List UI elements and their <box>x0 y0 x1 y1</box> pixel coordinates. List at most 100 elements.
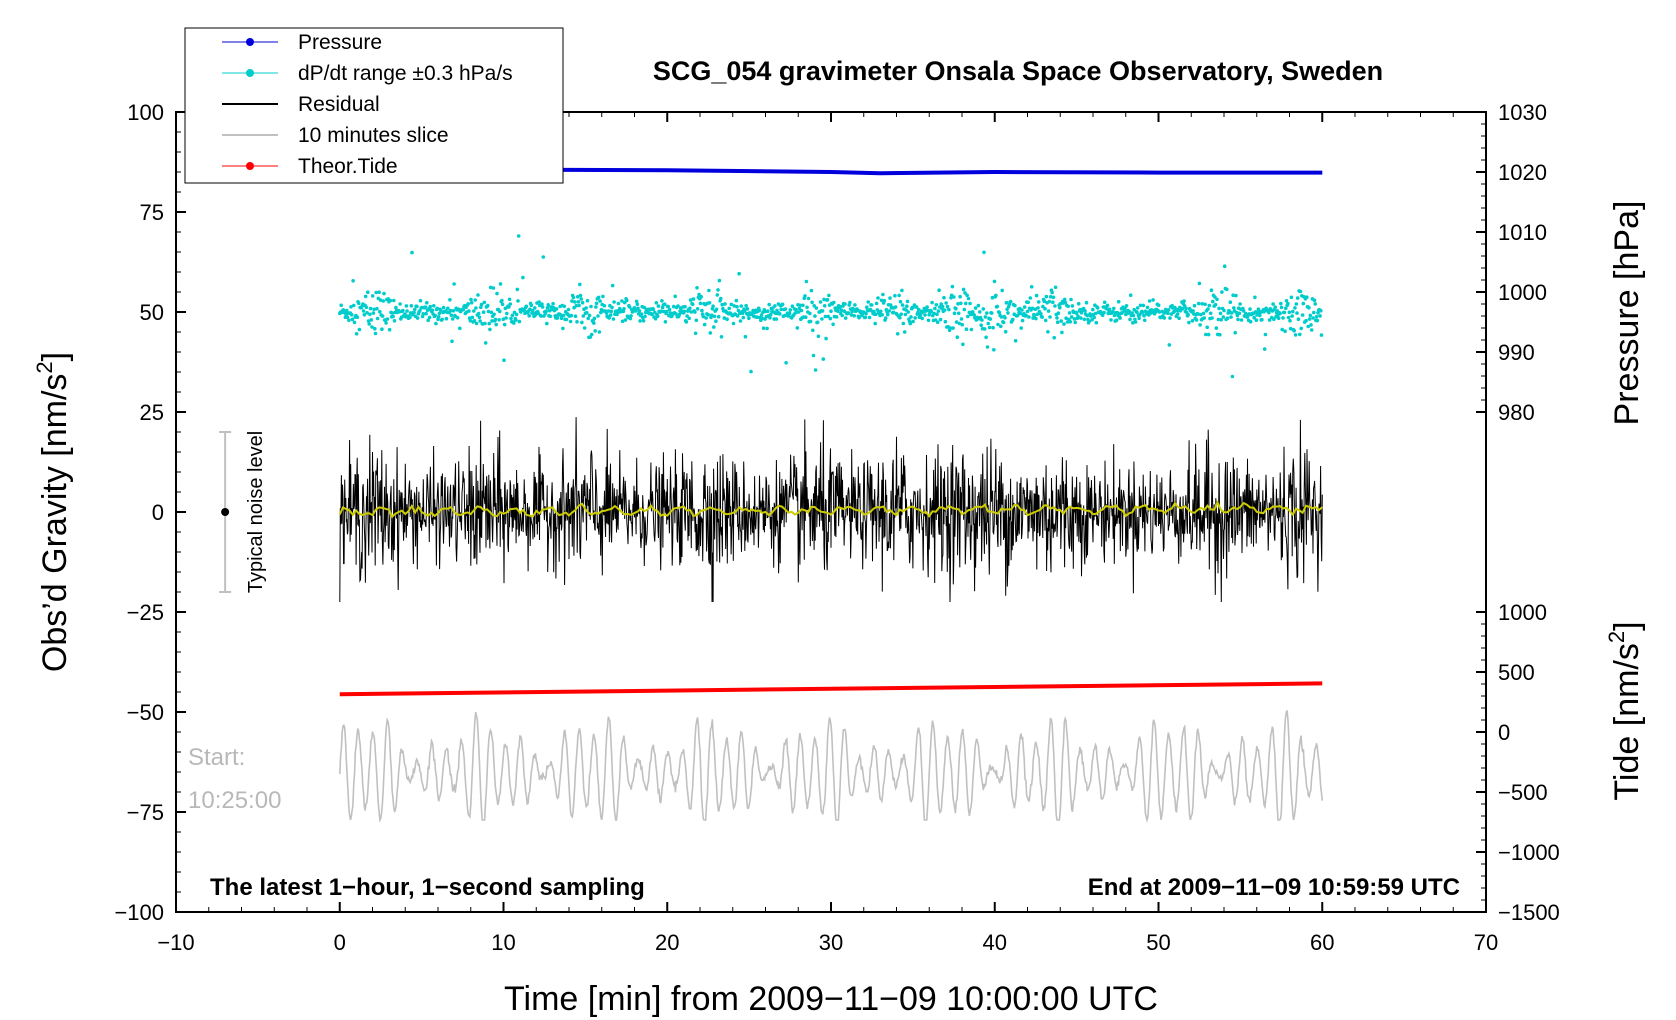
legend-box <box>184 27 564 184</box>
dpdt-dot <box>709 313 714 318</box>
dpdt-dot <box>579 297 583 301</box>
dpdt-dot <box>366 290 370 295</box>
dpdt-dot <box>380 314 385 318</box>
dpdt-dot <box>1278 311 1282 316</box>
dpdt-dot <box>467 309 471 313</box>
tide-tick-label: 0 <box>1498 720 1510 745</box>
pressure-tick-label: 1030 <box>1498 100 1547 125</box>
dpdt-dot <box>537 300 541 304</box>
dpdt-dot <box>958 294 962 299</box>
dpdt-dot <box>704 316 708 320</box>
dpdt-dot <box>1004 300 1009 305</box>
theor-tide-series <box>339 681 1323 697</box>
dpdt-dot <box>592 316 597 321</box>
ten-minute-slice-series <box>339 710 1324 824</box>
dpdt-dot <box>827 293 831 298</box>
dpdt-dot <box>486 309 491 314</box>
dpdt-dot <box>955 335 960 340</box>
dpdt-dot <box>1079 316 1083 320</box>
y-tick-label: 0 <box>152 500 164 525</box>
dpdt-dot <box>1288 326 1293 331</box>
dpdt-dot <box>1319 333 1324 337</box>
dpdt-dot <box>867 315 872 320</box>
dpdt-dot <box>489 310 494 315</box>
dpdt-dot <box>1221 315 1226 319</box>
dpdt-dot <box>749 369 753 374</box>
dpdt-dot <box>629 314 633 318</box>
dpdt-dot <box>562 304 567 309</box>
dpdt-dot <box>1208 311 1213 316</box>
dpdt-dot <box>711 304 715 309</box>
legend-label: 10 minutes slice <box>298 124 449 147</box>
dpdt-dot <box>1001 320 1006 325</box>
dpdt-dot <box>1241 309 1246 313</box>
dpdt-dot <box>1062 322 1066 326</box>
dpdt-dot <box>683 304 687 309</box>
dpdt-dot <box>952 311 957 316</box>
dpdt-dot <box>707 288 711 293</box>
dpdt-dot <box>498 282 503 286</box>
dpdt-dot <box>903 312 908 317</box>
dpdt-dot <box>1111 310 1115 314</box>
typical-noise-bar <box>219 431 232 593</box>
dpdt-dot <box>932 311 936 316</box>
dpdt-dot <box>1031 316 1035 320</box>
dpdt-dot <box>985 311 989 315</box>
dpdt-dot <box>773 304 777 308</box>
dpdt-dot <box>821 357 826 361</box>
dpdt-dot <box>702 322 707 327</box>
dpdt-dot <box>1131 313 1136 318</box>
dpdt-dot <box>364 305 369 310</box>
dpdt-dot <box>843 316 848 320</box>
dpdt-dot <box>1050 290 1054 295</box>
dpdt-dot <box>1197 281 1202 286</box>
dpdt-dot <box>1135 306 1140 310</box>
dpdt-dot <box>1056 311 1061 316</box>
dpdt-dot <box>493 317 498 322</box>
dpdt-dot <box>712 325 716 329</box>
x-axis-ticks: −10 0 10 20 30 40 50 60 70 <box>157 112 1498 955</box>
end-time-annotation: End at 2009−11−09 10:59:59 UTC <box>1088 874 1460 901</box>
dpdt-dot <box>951 326 955 330</box>
dpdt-dot <box>507 305 511 309</box>
dpdt-dot <box>1204 332 1208 337</box>
dpdt-dot <box>1128 293 1133 298</box>
dpdt-dot <box>1003 329 1008 334</box>
dpdt-dot <box>627 305 632 309</box>
dpdt-series <box>338 234 1324 379</box>
dpdt-dot <box>498 309 502 314</box>
dpdt-dot <box>491 286 496 290</box>
dpdt-dot <box>1162 316 1167 320</box>
dpdt-dot <box>1281 316 1285 320</box>
dpdt-dot <box>899 312 903 317</box>
dpdt-dot <box>735 314 740 318</box>
dpdt-dot <box>551 301 555 306</box>
dpdt-dot <box>760 316 764 321</box>
dpdt-dot <box>1263 332 1268 337</box>
dpdt-dot <box>508 302 513 306</box>
dpdt-dot <box>950 284 955 289</box>
dpdt-dot <box>1199 312 1203 317</box>
dpdt-dot <box>708 331 713 335</box>
dpdt-dot <box>979 323 983 328</box>
dpdt-dot <box>808 319 813 324</box>
dpdt-dot <box>541 255 546 259</box>
dpdt-dot <box>1202 316 1207 320</box>
dpdt-dot <box>483 321 487 326</box>
legend-swatch-marker <box>246 38 254 46</box>
dpdt-dot <box>391 314 395 319</box>
x-tick-label: 0 <box>334 930 346 955</box>
dpdt-dot <box>349 305 353 309</box>
dpdt-dot <box>1248 319 1253 324</box>
dpdt-dot <box>474 321 479 326</box>
dpdt-dot <box>350 317 355 322</box>
dpdt-dot <box>1211 299 1215 304</box>
dpdt-dot <box>991 325 995 330</box>
dpdt-dot <box>682 309 687 314</box>
y-tick-label: −75 <box>127 800 164 825</box>
dpdt-dot <box>1231 293 1235 298</box>
dpdt-dot <box>1046 309 1051 313</box>
dpdt-dot <box>874 301 879 306</box>
dpdt-dot <box>373 326 377 331</box>
dpdt-dot <box>822 304 827 308</box>
